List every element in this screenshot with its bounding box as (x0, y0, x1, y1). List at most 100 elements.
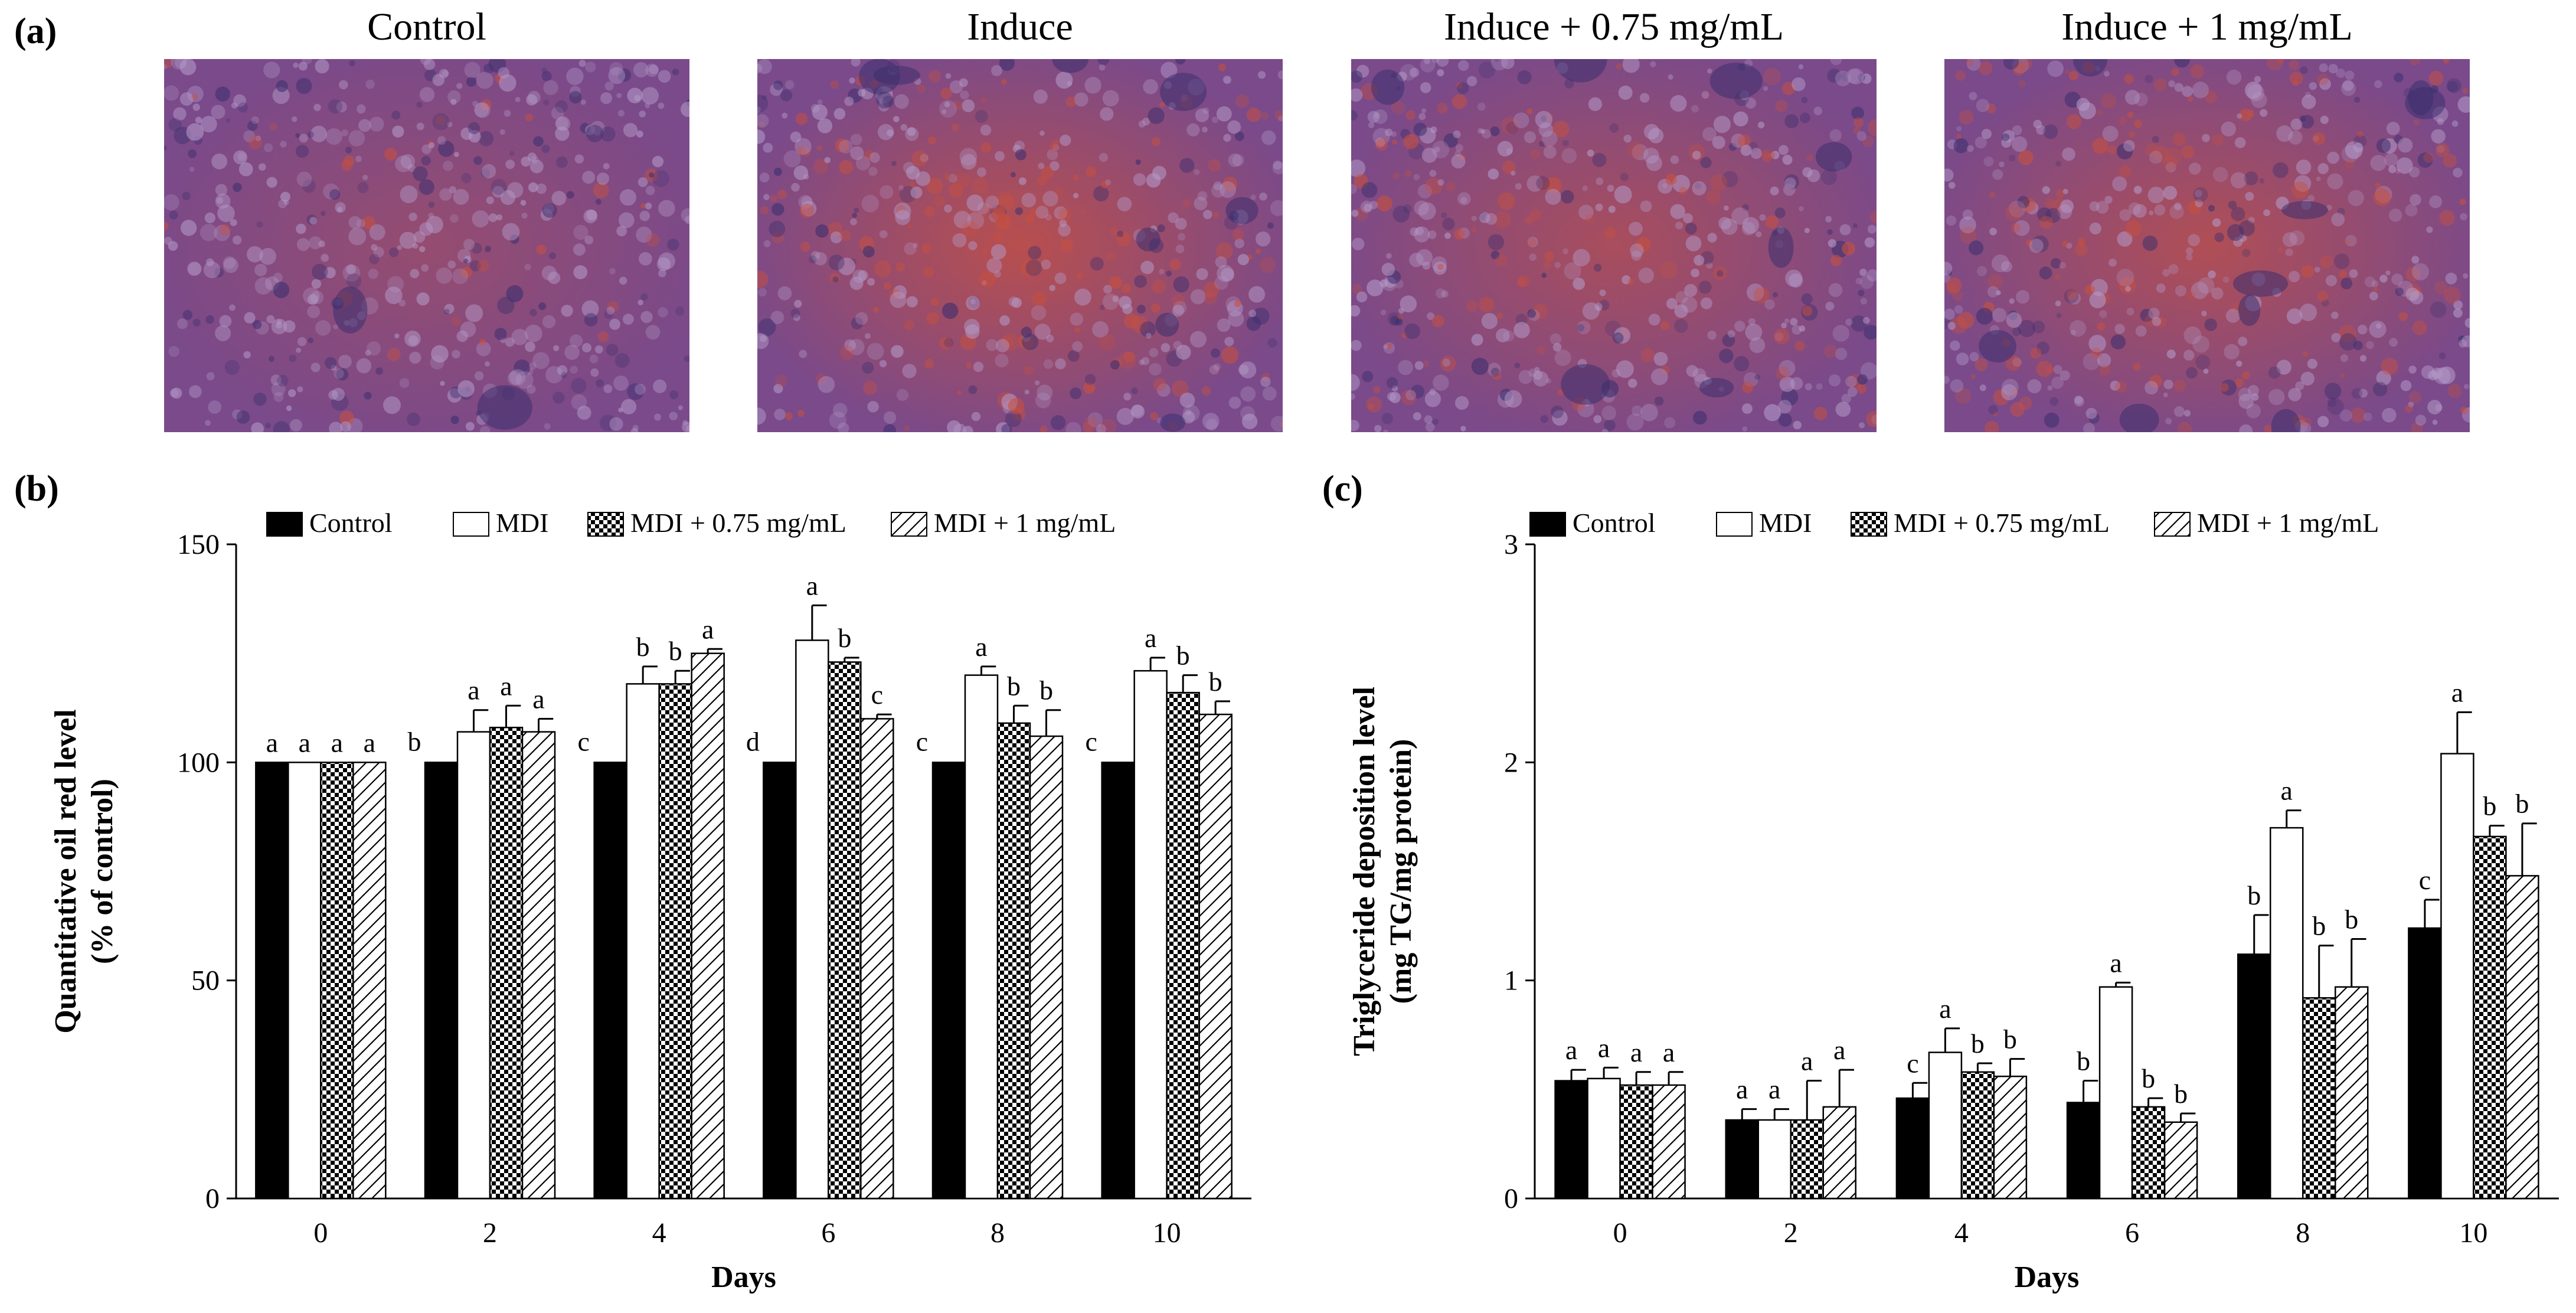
cell (269, 123, 277, 131)
cell (990, 244, 1006, 260)
cell (1488, 168, 1499, 180)
cell (928, 136, 936, 145)
cell (1351, 393, 1355, 400)
bar (2440, 753, 2474, 1200)
cell (757, 129, 766, 144)
cell (2302, 94, 2316, 109)
cell (1373, 109, 1388, 124)
cell (1848, 68, 1864, 85)
cell (1440, 355, 1456, 372)
y-axis-label-units: (% of control) (86, 779, 119, 964)
cell (895, 210, 911, 226)
cell (1535, 110, 1552, 129)
cell (597, 331, 609, 342)
cell (346, 273, 362, 289)
cell (2036, 361, 2053, 377)
cell (527, 384, 536, 394)
cell (1622, 275, 1631, 285)
cell (1015, 207, 1023, 215)
cell (1718, 217, 1731, 230)
cell (1741, 221, 1756, 236)
cell (1215, 256, 1227, 268)
cell (2114, 380, 2127, 393)
x-tick-label: 0 (1613, 1217, 1627, 1249)
cell (1577, 324, 1585, 332)
cell (760, 205, 769, 215)
cell (1706, 262, 1713, 269)
cell (1828, 283, 1843, 298)
cell (1256, 231, 1271, 247)
cell (994, 270, 1001, 278)
cell (999, 315, 1010, 326)
y-tick-label: 150 (177, 529, 220, 560)
cell (2099, 310, 2107, 318)
cell (1392, 205, 1410, 223)
micrograph-induce-075 (1351, 59, 1877, 432)
cell (1021, 326, 1032, 338)
cell (2188, 234, 2200, 247)
cell (1099, 153, 1109, 162)
cell (1142, 117, 1150, 126)
cell (507, 182, 524, 198)
cell (959, 78, 968, 87)
cell (952, 123, 960, 132)
significance-letter: c (577, 726, 589, 756)
cell (428, 142, 435, 149)
cell (187, 261, 202, 276)
bar (352, 762, 387, 1200)
cell (1222, 177, 1238, 192)
cell (1109, 227, 1118, 236)
cell (173, 107, 187, 121)
cell (1037, 384, 1053, 401)
cell (2068, 70, 2079, 81)
cell (1149, 362, 1162, 376)
cell (1774, 328, 1790, 344)
cell (1596, 305, 1603, 311)
cell (2428, 370, 2438, 381)
cell (621, 399, 637, 414)
cell (658, 102, 665, 109)
cell (1135, 159, 1141, 165)
cell (551, 106, 564, 120)
cell (400, 154, 416, 169)
cell (1239, 361, 1257, 378)
cell (1969, 352, 1979, 362)
cell (480, 168, 491, 178)
cell (1441, 212, 1447, 218)
cell (2307, 358, 2317, 369)
cell (1102, 90, 1119, 107)
cell (2290, 118, 2303, 130)
cell (1501, 59, 1515, 69)
cell (398, 299, 406, 307)
cell (780, 89, 793, 102)
cell (2195, 199, 2203, 208)
cell (953, 211, 972, 228)
cell (1989, 227, 1997, 236)
cell (1956, 133, 1962, 139)
cell (966, 296, 980, 311)
cell (2247, 385, 2259, 397)
cell (1860, 275, 1874, 289)
cell (2133, 204, 2147, 218)
cell (2299, 115, 2306, 122)
significance-letter: a (1663, 1037, 1675, 1067)
cell (1418, 202, 1436, 220)
cell (1457, 192, 1471, 205)
bar (2408, 927, 2442, 1200)
cell (1529, 253, 1537, 261)
micrograph-title-induce-075: Induce + 0.75 mg/mL (1443, 5, 1784, 48)
cell (2351, 388, 2363, 399)
cell (1074, 288, 1091, 306)
cell (898, 185, 904, 191)
cell (2001, 138, 2012, 148)
cell (1665, 174, 1677, 185)
cell (1437, 263, 1444, 270)
cell (2331, 213, 2345, 227)
cell (444, 303, 455, 314)
cell (1867, 224, 1877, 234)
cell (992, 207, 1006, 221)
cell (1418, 113, 1426, 120)
cell (1759, 214, 1766, 221)
cell (904, 425, 910, 431)
cell (1860, 298, 1867, 305)
